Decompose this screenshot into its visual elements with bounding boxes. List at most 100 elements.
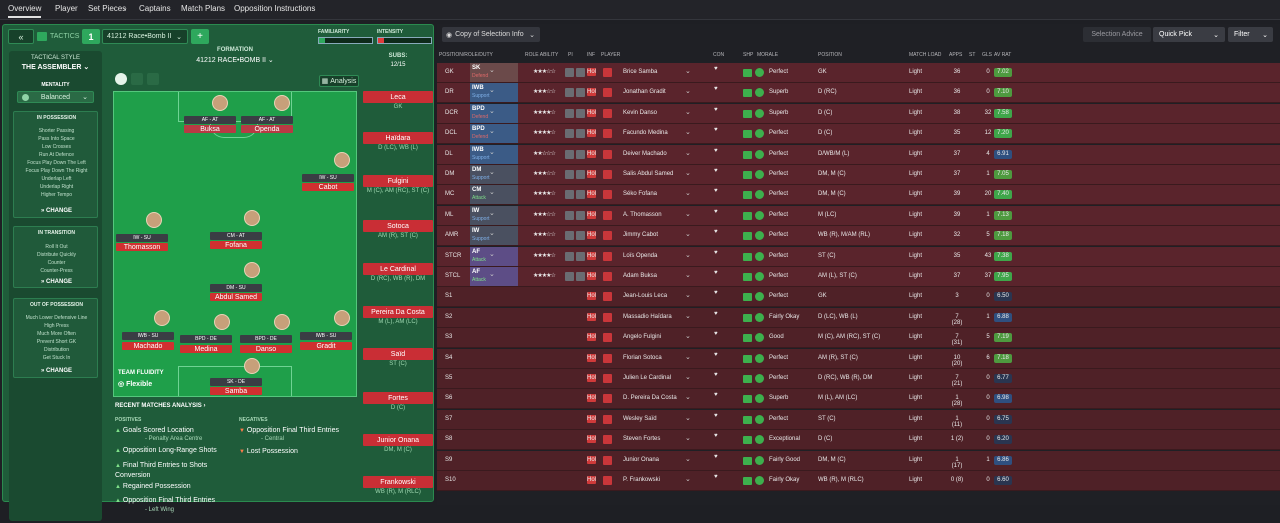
sub-name[interactable]: Pereira Da Costa (363, 306, 433, 318)
sub-name[interactable]: Le Cardinal (363, 263, 433, 275)
player-traits-icon[interactable] (576, 108, 585, 118)
role-duty-box[interactable]: IW Support (470, 226, 518, 246)
table-row[interactable]: MC CM Attack ⌄ ★★★★☆ Hol Séko Fofana ⌄ ♥ Perfect D… (437, 185, 1280, 206)
filter-button[interactable]: Filter ⌄ (1228, 27, 1273, 42)
table-row[interactable]: S2 Hol Massadio Haïdara ⌄ ♥ Fairly Okay D (LC)… (437, 307, 1280, 328)
role-duty-box[interactable]: BPD Defend (470, 124, 518, 144)
player-traits-icon[interactable] (576, 231, 585, 241)
sub-name[interactable]: Fortes (363, 392, 433, 404)
player-traits-icon[interactable] (576, 129, 585, 139)
formation-select[interactable]: 41212 RACE•BOMB II ⌄ (196, 57, 274, 64)
table-row[interactable]: DL IWB Support ⌄ ★★☆☆☆ Hol Deiver Machado ⌄ ♥ Per… (437, 144, 1280, 165)
column-header[interactable]: GLS (982, 52, 993, 58)
list-icon[interactable] (147, 73, 159, 85)
player-instructions-icon[interactable] (565, 170, 574, 179)
player-instructions-icon[interactable] (565, 272, 574, 281)
table-row[interactable]: S9 Hol Junior Onana ⌄ ♥ Fairly Good DM, M (C) L… (437, 450, 1280, 471)
person-icon[interactable] (115, 73, 127, 85)
player-instructions-icon[interactable] (565, 210, 574, 220)
player-name[interactable]: Julien Le Cardinal (623, 375, 672, 381)
change-button[interactable]: » CHANGE (40, 368, 73, 374)
player-name[interactable]: Thomasson (116, 243, 168, 251)
sub-name[interactable]: Fulgini (363, 175, 433, 187)
player-traits-icon[interactable] (576, 170, 585, 179)
column-header[interactable]: APPS (949, 52, 963, 58)
column-header[interactable]: POSITION (818, 52, 842, 58)
recent-matches-title[interactable]: RECENT MATCHES ANALYSIS › (115, 403, 206, 409)
out-of-possession-box[interactable]: OUT OF POSSESSION Much Lower Defensive L… (13, 298, 98, 378)
tab-player[interactable]: Player (55, 4, 78, 13)
table-row[interactable]: DCR BPD Defend ⌄ ★★★★☆ Hol Kevin Danso ⌄ ♥ Superb… (437, 103, 1280, 124)
table-row[interactable]: STCR AF Attack ⌄ ★★★★☆ Hol Loïs Openda ⌄ ♥ Perfec… (437, 246, 1280, 267)
role-duty-box[interactable]: AF Attack (470, 246, 518, 266)
tab-overview[interactable]: Overview (8, 4, 42, 18)
sub-name[interactable]: Sotoca (363, 220, 433, 232)
table-row[interactable]: S3 Hol Angelo Fulgini ⌄ ♥ Good M (C), AM (RC),… (437, 328, 1280, 349)
column-header[interactable]: CON (713, 52, 725, 58)
player-instructions-icon[interactable] (565, 129, 574, 139)
player-name[interactable]: Samba (210, 387, 262, 395)
column-header[interactable]: SHP (743, 52, 754, 58)
player-name[interactable]: Steven Fortes (623, 436, 661, 443)
change-button[interactable]: » CHANGE (40, 279, 73, 285)
player-name[interactable]: Loïs Openda (623, 252, 658, 259)
player-name[interactable]: P. Frankowski (623, 477, 660, 483)
role-duty-box[interactable]: AF Attack (470, 267, 518, 286)
player-instructions-icon[interactable] (565, 190, 574, 200)
table-row[interactable]: S1 Hol Jean-Louis Leca ⌄ ♥ Perfect GK Light 3 0 6.… (437, 287, 1280, 308)
player-traits-icon[interactable] (576, 88, 585, 98)
table-row[interactable]: S7 Hol Wesley Saïd ⌄ ♥ Perfect ST (C) Light 1 (1… (437, 409, 1280, 430)
player-traits-icon[interactable] (576, 251, 585, 261)
table-row[interactable]: DM DM Support ⌄ ★★★☆☆ Hol Salis Abdul Samed ⌄ ♥ P… (437, 165, 1280, 185)
table-row[interactable]: GK SK Defend ⌄ ★★★☆☆ Hol Brice Samba ⌄ ♥ Perfect G… (437, 63, 1280, 83)
player-traits-icon[interactable] (576, 190, 585, 200)
player-name[interactable]: Medina (180, 345, 232, 353)
role-duty-box[interactable]: IW Support (470, 205, 518, 225)
column-header[interactable]: ST (969, 52, 976, 58)
player-traits-icon[interactable] (576, 210, 585, 220)
player-name[interactable]: Buksa (184, 125, 236, 133)
column-header[interactable]: POSITION/ROLE/DUTY (439, 52, 493, 58)
role-duty-box[interactable]: IWB Support (470, 83, 518, 103)
table-row[interactable]: S4 Hol Florian Sotoca ⌄ ♥ Perfect AM (R), ST (… (437, 348, 1280, 369)
player-name[interactable]: Brice Samba (623, 69, 658, 75)
column-header[interactable]: INF (587, 52, 596, 58)
sub-name[interactable]: Saïd (363, 348, 433, 360)
player-name[interactable]: Deiver Machado (623, 150, 667, 157)
player-name[interactable]: Junior Onana (623, 456, 660, 463)
sub-name[interactable]: Frankowski (363, 476, 433, 488)
player-traits-icon[interactable] (576, 149, 585, 159)
column-header[interactable]: PLAYER (601, 52, 621, 58)
quick-pick-button[interactable]: Quick Pick ⌄ (1153, 27, 1225, 42)
player-instructions-icon[interactable] (565, 231, 574, 241)
player-name[interactable]: Angelo Fulgini (623, 334, 662, 341)
analysis-button[interactable]: ▦ Analysis (319, 75, 359, 87)
change-button[interactable]: » CHANGE (40, 208, 73, 214)
tab-opposition-instructions[interactable]: Opposition Instructions (234, 4, 316, 13)
player-name[interactable]: Wesley Saïd (623, 415, 657, 422)
column-header[interactable]: ROLE ABILITY (525, 52, 559, 58)
in-possession-box[interactable]: IN POSSESSION Shorter Passing Pass Into … (13, 111, 98, 218)
player-traits-icon[interactable] (576, 272, 585, 281)
selection-advice-button[interactable]: Selection Advice (1083, 27, 1151, 42)
table-row[interactable]: S10 Hol P. Frankowski ⌄ ♥ Fairly Okay WB (R), … (437, 471, 1280, 491)
role-duty-box[interactable]: DM Support (470, 165, 518, 184)
table-row[interactable]: STCL AF Attack ⌄ ★★★★☆ Hol Adam Buksa ⌄ ♥ Perfect… (437, 267, 1280, 287)
table-row[interactable]: AMR IW Support ⌄ ★★★☆☆ Hol Jimmy Cabot ⌄ ♥ Perfec… (437, 226, 1280, 247)
table-row[interactable]: DR IWB Support ⌄ ★★★☆☆ Hol Jonathan Gradit ⌄ ♥ Su… (437, 83, 1280, 104)
sub-name[interactable]: Haïdara (363, 132, 433, 144)
player-name[interactable]: Jean-Louis Leca (623, 293, 668, 300)
tactical-style-value[interactable]: THE ASSEMBLER ⌄ (21, 64, 90, 71)
add-tactic-icon[interactable]: + (191, 29, 209, 44)
player-name[interactable]: Kevin Danso (623, 109, 658, 116)
column-header[interactable]: PI (568, 52, 573, 58)
role-duty-box[interactable]: SK Defend (470, 63, 518, 82)
bar-chart-icon[interactable] (131, 73, 143, 85)
player-name[interactable]: Cabot (302, 183, 354, 191)
tactic-slot-number[interactable]: 1 (82, 29, 100, 44)
player-name[interactable]: Abdul Samed (210, 293, 262, 301)
player-name[interactable]: Jimmy Cabot (623, 232, 659, 239)
player-name[interactable]: Séko Fofana (623, 191, 658, 198)
table-row[interactable]: S5 Hol Julien Le Cardinal ⌄ ♥ Perfect D (RC), … (437, 369, 1280, 389)
role-duty-box[interactable]: CM Attack (470, 185, 518, 205)
